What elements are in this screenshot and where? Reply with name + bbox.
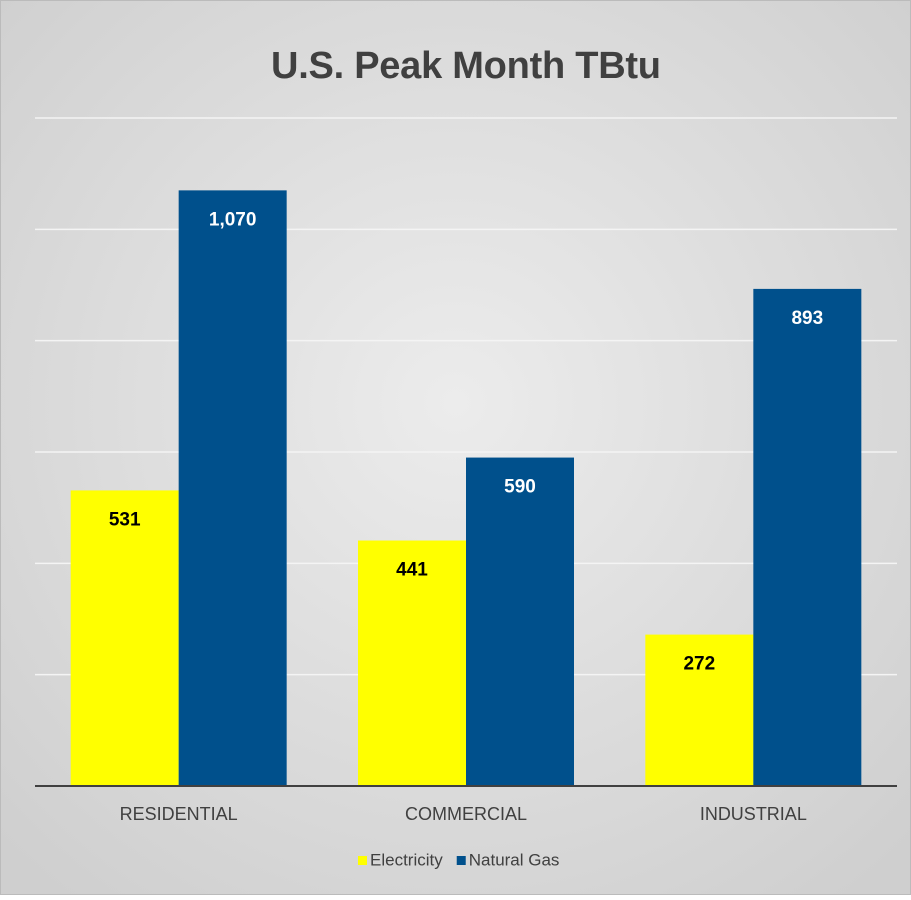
bar [645, 634, 754, 786]
data-label: 1,070 [209, 209, 257, 230]
x-tick-label: RESIDENTIAL [120, 804, 238, 824]
bar [753, 288, 862, 786]
bar [70, 490, 179, 786]
x-tick-label: INDUSTRIAL [700, 804, 807, 824]
data-label: 531 [109, 509, 141, 530]
legend-label: Natural Gas [469, 850, 560, 869]
legend-label: Electricity [370, 850, 443, 869]
data-label: 893 [791, 308, 823, 329]
data-label: 272 [683, 654, 715, 675]
data-label: 590 [504, 477, 536, 498]
chart-title: U.S. Peak Month TBtu [271, 45, 661, 87]
legend-swatch [358, 856, 367, 865]
bar [466, 457, 574, 786]
legend-swatch [456, 856, 466, 865]
bar [178, 190, 287, 786]
data-label: 441 [396, 560, 428, 581]
bar [358, 540, 466, 786]
x-tick-label: COMMERCIAL [405, 804, 527, 824]
